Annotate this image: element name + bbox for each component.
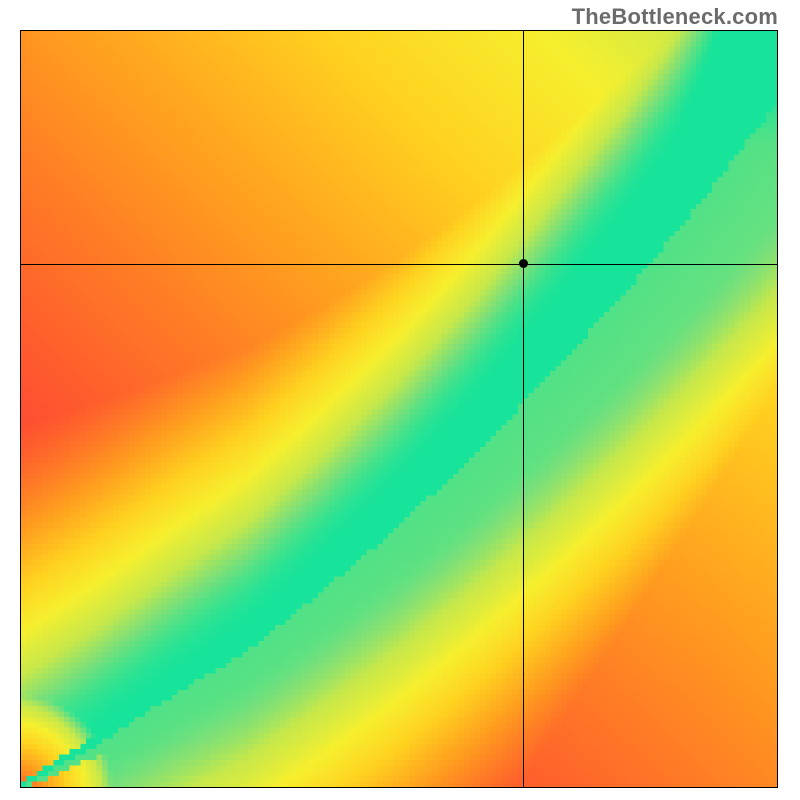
crosshair-vertical-line bbox=[523, 31, 524, 787]
heatmap-frame bbox=[20, 30, 778, 788]
crosshair-marker-dot bbox=[519, 259, 528, 268]
crosshair-horizontal-line bbox=[21, 264, 777, 265]
watermark-text: TheBottleneck.com bbox=[572, 4, 778, 30]
bottleneck-heatmap bbox=[21, 31, 777, 787]
